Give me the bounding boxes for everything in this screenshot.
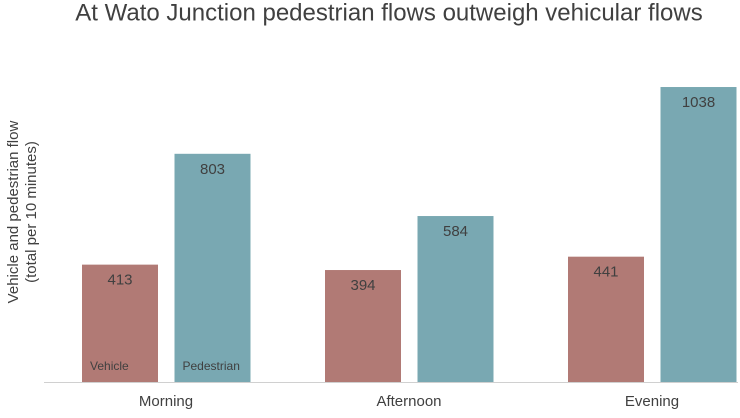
x-tick-label: Afternoon xyxy=(376,393,441,410)
y-axis-label: Vehicle and pedestrian flow xyxy=(5,121,22,304)
legend-label: Vehicle xyxy=(90,359,129,373)
bar xyxy=(325,270,401,382)
bar xyxy=(568,256,644,382)
bar xyxy=(660,87,737,382)
x-tick-label: Morning xyxy=(139,393,193,410)
bar xyxy=(82,264,158,382)
value-label: 803 xyxy=(200,161,225,178)
bar xyxy=(174,153,251,382)
value-label: 394 xyxy=(350,277,375,294)
value-label: 1038 xyxy=(682,94,715,111)
legend-label: Pedestrian xyxy=(183,359,240,373)
bar xyxy=(417,216,494,382)
value-label: 584 xyxy=(443,223,468,240)
value-label: 413 xyxy=(107,272,132,289)
x-tick-label: Evening xyxy=(625,393,679,410)
y-axis-label: (total per 10 minutes) xyxy=(23,141,40,283)
chart-title: At Wato Junction pedestrian flows outwei… xyxy=(75,0,702,26)
value-label: 441 xyxy=(593,264,618,281)
